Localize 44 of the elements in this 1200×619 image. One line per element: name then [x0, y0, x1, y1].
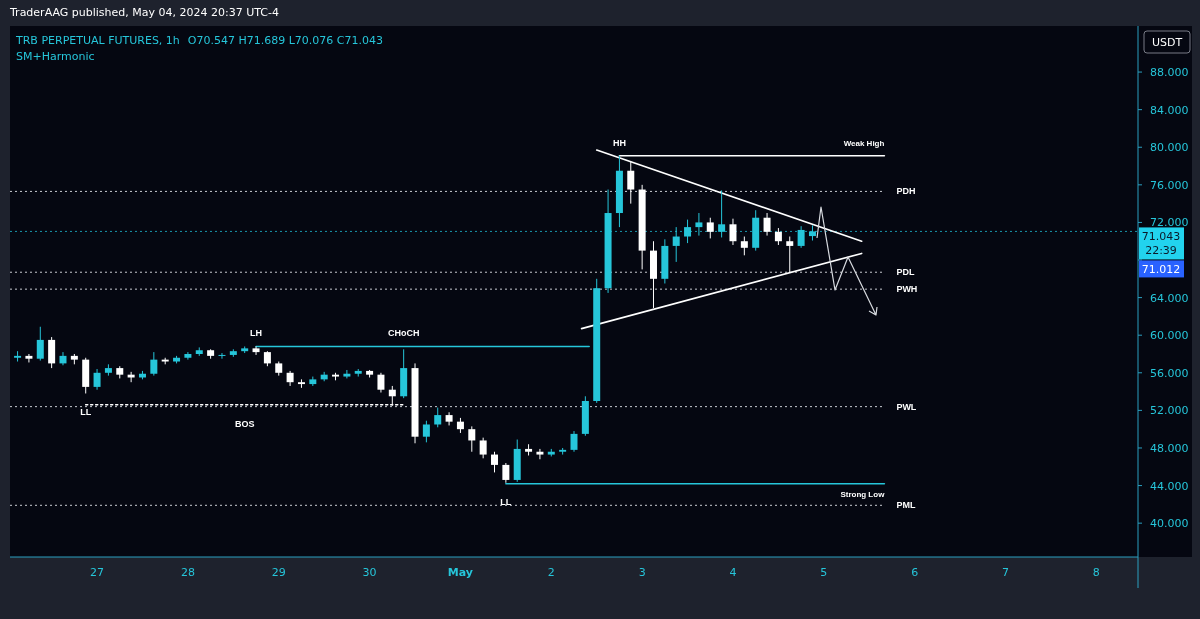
annotation: LL — [500, 496, 512, 507]
x-tick-label: 3 — [638, 566, 646, 579]
y-tick-label: 88.000 — [1150, 66, 1189, 80]
annotation: HH — [612, 137, 626, 148]
annotation: Strong Low — [840, 489, 886, 499]
text: SM+Harmonic — [16, 50, 95, 63]
x-tick-label: 30 — [362, 566, 377, 579]
y-axis-title: USDT — [1151, 36, 1183, 49]
x-tick-label: 29 — [271, 566, 286, 579]
y-tick-label: 84.000 — [1150, 103, 1189, 117]
ref-line-label: PWH — [896, 284, 918, 295]
x-tick-label: 8 — [1092, 566, 1100, 579]
text: 71.012 — [1141, 263, 1181, 277]
y-tick-label: 76.000 — [1150, 178, 1189, 192]
x-tick-label: 5 — [820, 566, 828, 579]
ref-line-label: PDH — [896, 186, 916, 197]
ref-line-label: PML — [896, 500, 916, 511]
y-tick-label: 60.000 — [1150, 329, 1189, 343]
ref-line-label: PWL — [896, 401, 917, 412]
ref-line-label: PDL — [896, 267, 915, 278]
x-tick-label: 2 — [547, 566, 555, 579]
y-tick-label: 40.000 — [1150, 517, 1189, 531]
annotation: Weak High — [843, 138, 885, 148]
y-tick-label: 48.000 — [1150, 441, 1189, 455]
annotation: BOS — [234, 418, 255, 429]
y-tick-label: 52.000 — [1150, 404, 1189, 418]
annotation: LH — [250, 328, 263, 339]
y-tick-label: 80.000 — [1150, 141, 1189, 155]
y-tick-label: 44.000 — [1150, 479, 1189, 493]
x-tick-label: 7 — [1002, 566, 1010, 579]
text: TraderAAG published, May 04, 2024 20:37 UTC-4 — [9, 6, 280, 19]
y-tick-label: 64.000 — [1150, 291, 1189, 305]
ref-line-label: 71.043 22:39 — [1141, 230, 1181, 258]
text: TRB PERPETUAL FUTURES, 1h — [16, 34, 180, 47]
x-tick-label: May — [447, 566, 474, 579]
annotation: O70.547 H71.689 L70.076 C71.043 — [187, 34, 384, 47]
y-tick-label: 72.000 — [1150, 216, 1189, 230]
x-tick-label: 28 — [180, 566, 195, 579]
annotation: CHoCH — [387, 328, 420, 339]
annotation: LL — [80, 407, 92, 418]
x-tick-label: 6 — [911, 566, 919, 579]
y-tick-label: 56.000 — [1150, 366, 1189, 380]
x-tick-label: 27 — [90, 566, 105, 579]
x-tick-label: 4 — [729, 566, 737, 579]
